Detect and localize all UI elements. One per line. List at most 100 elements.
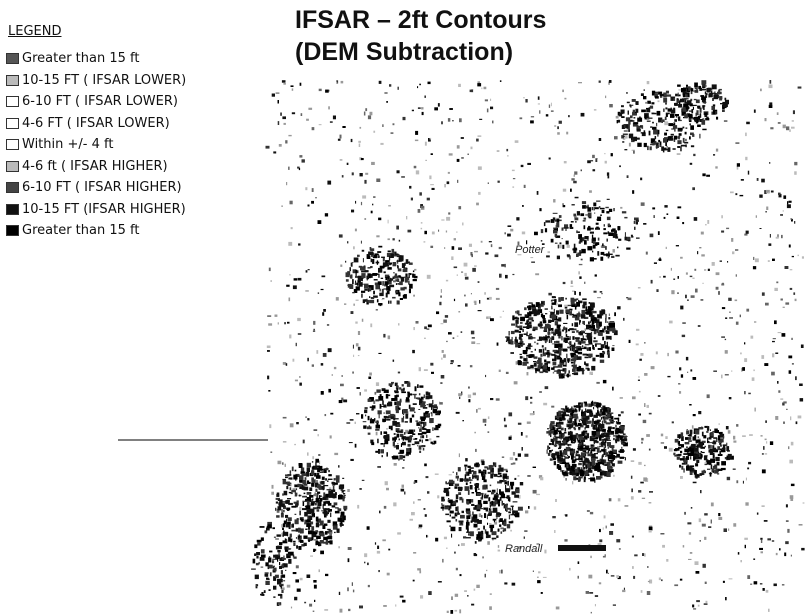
map-speckle xyxy=(528,506,530,509)
map-speckle xyxy=(541,229,543,233)
map-speckle xyxy=(575,197,579,199)
map-speckle xyxy=(629,104,630,106)
map-speckle xyxy=(616,575,619,578)
map-speckle xyxy=(750,584,752,585)
map-speckle xyxy=(293,572,297,574)
map-speckle xyxy=(485,99,488,101)
map-speckle xyxy=(435,474,439,475)
map-speckle xyxy=(429,176,431,180)
map-speckle xyxy=(256,584,258,587)
map-speckle xyxy=(441,121,442,124)
map-speckle xyxy=(583,335,584,338)
map-speckle xyxy=(314,429,318,430)
map-speckle xyxy=(474,265,477,267)
map-speckle xyxy=(701,254,705,256)
map-speckle xyxy=(681,436,684,441)
map-speckle xyxy=(457,159,460,162)
map-speckle xyxy=(684,114,688,118)
map-speckle xyxy=(448,212,450,214)
map-speckle xyxy=(373,131,375,133)
map-speckle xyxy=(562,415,565,419)
map-speckle xyxy=(549,105,550,108)
map-speckle xyxy=(551,406,554,408)
map-speckle xyxy=(375,429,379,430)
map-speckle xyxy=(585,452,588,453)
map-speckle xyxy=(517,318,519,320)
map-speckle xyxy=(472,268,476,272)
map-speckle xyxy=(705,446,707,448)
map-speckle xyxy=(571,455,574,459)
map-speckle xyxy=(793,292,795,295)
map-speckle xyxy=(592,207,593,210)
map-speckle xyxy=(702,524,706,527)
map-speckle xyxy=(555,329,559,334)
map-speckle xyxy=(599,582,601,584)
map-speckle xyxy=(603,527,604,529)
map-speckle xyxy=(415,386,417,391)
map-speckle xyxy=(556,223,559,228)
map-speckle xyxy=(754,321,756,323)
map-speckle xyxy=(616,435,621,437)
map-speckle xyxy=(456,472,457,475)
map-speckle xyxy=(664,121,668,125)
map-speckle xyxy=(434,411,437,413)
map-speckle xyxy=(570,353,572,354)
map-speckle xyxy=(291,227,293,229)
map-speckle xyxy=(644,465,646,466)
map-speckle xyxy=(585,333,587,334)
legend-label: 4-6 ft ( IFSAR HIGHER) xyxy=(22,159,168,174)
map-speckle xyxy=(770,80,772,84)
map-speckle xyxy=(538,103,540,104)
map-speckle xyxy=(273,586,276,590)
map-speckle xyxy=(573,414,578,417)
map-speckle xyxy=(298,243,300,245)
map-speckle xyxy=(408,444,411,447)
map-speckle xyxy=(479,513,481,517)
map-speckle xyxy=(339,546,340,548)
map-speckle xyxy=(725,597,727,600)
map-speckle xyxy=(503,480,507,482)
map-speckle xyxy=(488,183,489,184)
map-speckle xyxy=(611,323,615,328)
map-speckle xyxy=(648,118,652,119)
map-speckle xyxy=(690,430,693,435)
map-speckle xyxy=(351,139,353,142)
map-speckle xyxy=(572,369,576,372)
map-speckle xyxy=(458,365,461,367)
map-speckle xyxy=(567,315,569,320)
map-speckle xyxy=(428,82,431,85)
map-speckle xyxy=(605,434,606,436)
map-speckle xyxy=(535,369,536,373)
map-speckle xyxy=(660,533,664,534)
map-label: Potter xyxy=(515,244,546,256)
legend-label: Greater than 15 ft xyxy=(22,51,139,66)
map-speckle xyxy=(363,299,365,303)
map-speckle xyxy=(593,169,596,171)
map-speckle xyxy=(496,298,500,300)
map-speckle xyxy=(455,610,458,612)
map-speckle xyxy=(723,581,725,583)
map-speckle xyxy=(571,310,572,315)
map-speckle xyxy=(574,299,577,302)
map-speckle xyxy=(348,558,350,562)
map-speckle xyxy=(325,531,328,535)
map-speckle xyxy=(522,205,524,207)
map-speckle xyxy=(591,366,595,371)
map-speckle xyxy=(590,512,593,514)
map-speckle xyxy=(375,399,379,401)
map-speckle xyxy=(302,496,307,498)
map-speckle xyxy=(710,429,711,431)
map-speckle xyxy=(625,135,628,138)
map-speckle xyxy=(616,539,620,542)
map-speckle xyxy=(701,451,703,453)
map-speckle xyxy=(351,210,354,213)
map-speckle xyxy=(602,337,604,341)
map-speckle xyxy=(301,519,304,522)
map-speckle xyxy=(392,297,396,299)
map-speckle xyxy=(519,337,522,340)
map-speckle xyxy=(556,607,560,610)
map-speckle xyxy=(677,146,680,148)
map-speckle xyxy=(791,484,795,486)
map-speckle xyxy=(665,117,667,120)
map-speckle xyxy=(602,243,604,246)
